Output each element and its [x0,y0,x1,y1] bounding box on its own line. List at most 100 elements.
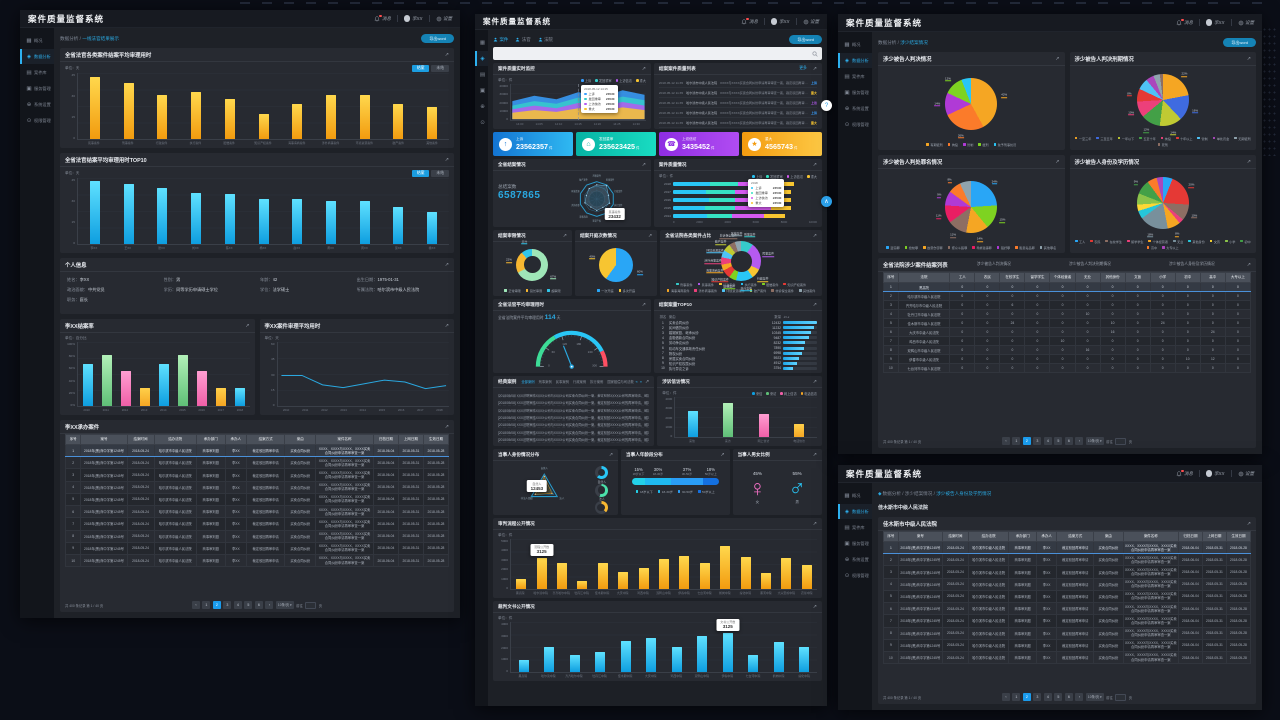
classic-case-row[interactable]: [2018/05/08] XXX法院审结XXXX公司与XXXX公司买卖合同纠纷一… [498,413,650,421]
next-page-button[interactable]: › [1075,437,1084,445]
column-header[interactable]: 大专以上 [1224,272,1252,283]
export-word-button[interactable]: 导出word [1223,38,1256,47]
bar[interactable] [699,563,710,589]
bar[interactable] [224,194,235,244]
column-header[interactable]: 序号 [883,531,899,542]
bar[interactable] [191,92,202,139]
breadcrumb-item[interactable]: 数据分析 [878,39,897,45]
settings-button[interactable]: 设置 [1237,471,1254,477]
goto-page-input[interactable] [305,601,317,609]
classic-case-row[interactable]: [2018/05/08] XXX法院审结XXXX公司与XXXX公司买卖合同纠纷一… [498,406,650,414]
expand-icon[interactable]: ↗ [641,65,646,72]
stacked-bar[interactable] [672,205,817,211]
bar[interactable] [638,568,649,589]
expand-icon[interactable]: ↗ [648,232,653,239]
breadcrumb-item[interactable]: 一线法官结果展示 [82,35,119,41]
classic-case-row[interactable]: [2018/05/08] XXX法院审结XXXX公司与XXXX公司买卖合同纠纷一… [498,391,650,399]
bar[interactable] [393,103,404,139]
bar[interactable] [224,99,235,139]
user-menu[interactable]: 李XX [1205,470,1225,477]
bar[interactable] [679,556,690,589]
search-icon[interactable] [812,51,818,57]
settings-button[interactable]: 设置 [802,19,819,25]
bar[interactable] [393,207,404,244]
column-header[interactable]: 法院 [897,272,951,283]
bar[interactable] [697,635,708,672]
page-size-select[interactable]: 10条/页 ▾ [275,601,294,609]
bar[interactable] [120,370,131,406]
bar[interactable] [139,388,150,406]
sidebar-item-1[interactable]: ◈ 数据分析 [838,504,872,519]
user-menu[interactable]: 李XX [403,15,423,22]
column-header[interactable]: 序号 [64,434,82,445]
more-link[interactable]: 更多 [799,66,807,70]
bar[interactable] [618,572,629,589]
next-page-button[interactable]: › [265,601,274,609]
stacked-bar[interactable] [672,213,817,219]
table-row[interactable]: 6 2018年(黑)商中字第1245号 2018-05-24 哈尔滨市中级人民法院 商事… [883,602,1252,616]
case-tab-5[interactable]: 国家赔偿与司法救助案例 [607,380,634,384]
table-row[interactable]: 9 伊春市中级人民法院 0 0 0 0 0 0 0 0 0 10 12 0 [883,354,1252,364]
column-header[interactable]: 生效日期 [422,434,450,445]
column-header[interactable]: 高中 [1199,272,1226,283]
breadcrumb-item[interactable]: 数据分析 [60,35,79,41]
quality-list-row[interactable]: 2018-05-12 11:35 哈尔滨市中级人民法院 XXXX与XXXX买卖合… [659,128,817,129]
top10-row[interactable]: 8 房屋买卖合同纠纷 5923 [659,356,817,361]
next-page-button[interactable]: › [1075,693,1084,701]
table-row[interactable]: 2 2018年(黑)商中字第1245号 2018-05-24 哈尔滨市中级人民法院 商事… [64,456,450,470]
column-header[interactable]: 小学 [1149,272,1176,283]
bar[interactable] [577,581,588,589]
bar[interactable] [740,557,751,589]
expand-icon[interactable]: ↗ [641,161,646,168]
column-header[interactable]: 案件名称 [315,434,374,445]
expand-icon[interactable]: ↗ [1055,55,1060,62]
sidebar-item-5[interactable]: ⊙ 权限管理 [838,568,872,583]
expand-icon[interactable]: ↗ [812,378,817,385]
progress-ring[interactable] [595,466,609,479]
column-header[interactable]: 案由 [1093,531,1124,542]
sidebar-item-0[interactable]: ▦ 概况 [838,37,872,52]
sidebar-item-2[interactable]: ▤ 案件库 [838,69,872,84]
table-row[interactable]: 6 2018年(黑)商中字第1245号 2018-05-24 哈尔滨市中级人民法院 商事… [64,505,450,519]
bar[interactable] [292,198,303,244]
bar[interactable] [723,403,734,437]
column-header[interactable]: 案号 [897,531,943,542]
sidebar-item-5[interactable]: ⊙ 权限管理 [20,113,54,128]
column-header[interactable]: 承办部门 [1008,531,1038,542]
column-header[interactable]: 结案方式 [245,434,286,445]
page-button-6[interactable]: 6 [254,601,263,609]
expand-icon[interactable]: ↗ [1246,261,1251,268]
stat-card-3[interactable]: ★ 重大 4565743件 [742,132,822,156]
messages-button[interactable]: 消息 [374,14,391,22]
column-header[interactable]: 归档日期 [372,434,399,445]
top10-row[interactable]: 3 婚姻家庭、继承纠纷 10345 [659,330,817,335]
table-row[interactable]: 2 2018年(黑)商中字第1245号 2018-05-24 哈尔滨市中级人民法院 商事… [883,553,1252,567]
top10-row[interactable]: 9 知识产权权属纠纷 4912 [659,361,817,366]
column-header[interactable]: 案由 [284,434,317,445]
case-tab-4[interactable]: 执行案例 [590,380,604,384]
expand-icon[interactable]: ↗ [645,378,650,385]
quality-list-row[interactable]: 2018-05-12 11:35 哈尔滨市中级人民法院 XXXX与XXXX买卖合… [658,88,817,98]
bar[interactable] [799,647,810,672]
case-tab-2[interactable]: 民事案例 [555,380,569,384]
page-button-5[interactable]: 5 [1054,693,1063,701]
bar[interactable] [123,83,134,139]
bar[interactable] [758,414,769,437]
table-row[interactable]: 7 鸡西市中级人民法院 0 0 0 0 10 0 0 0 0 0 0 0 [883,336,1252,346]
prev-page-button[interactable]: ‹ [191,601,200,609]
progress-ring[interactable] [595,483,609,497]
service-fab-icon[interactable]: ? [821,100,832,111]
classic-case-row[interactable]: [2018/05/08] XXX法院审结XXXX公司与XXXX公司买卖合同纠纷一… [498,421,650,429]
bar[interactable] [258,198,269,244]
bar[interactable] [687,411,698,437]
bar[interactable] [101,354,112,406]
page-button-5[interactable]: 5 [1054,437,1063,445]
page-button-6[interactable]: 6 [1064,437,1073,445]
export-word-button[interactable]: 导出word [421,34,454,43]
top10-row[interactable]: 6 机动车交通事故责任纠纷 7890 [659,345,817,351]
page-button-1[interactable]: 1 [202,601,211,609]
bar[interactable] [196,370,207,406]
column-header[interactable]: 生效日期 [1225,531,1252,542]
progress-ring[interactable] [594,501,608,514]
expand-icon[interactable]: ↗ [444,156,449,163]
